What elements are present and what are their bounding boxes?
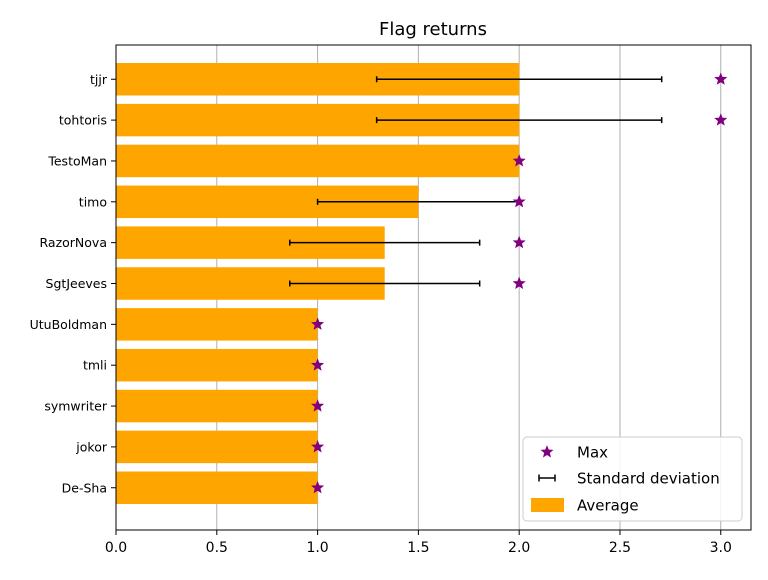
legend-box [522, 436, 743, 522]
y-tick-label: tmli [83, 358, 107, 373]
bar-De-Sha [116, 471, 318, 504]
y-tick-label: UtuBoldman [30, 317, 107, 332]
bar-symwriter [116, 389, 318, 423]
legend-label: Standard deviation [577, 470, 720, 488]
bar-UtuBoldman [116, 308, 318, 341]
plot-frame [115, 44, 752, 531]
legend-item: Max [540, 444, 608, 462]
legend-label: Max [577, 444, 608, 462]
x-tick-label: 0.0 [105, 540, 127, 556]
x-axis: 0.0 0.5 1.0 1.5 2.0 2.5 3.0 [105, 530, 732, 556]
x-tick-label: 0.5 [206, 540, 228, 556]
legend-label: Average [577, 497, 639, 515]
legend-patch-icon [531, 498, 564, 512]
max-marker-tjjr [714, 72, 728, 85]
legend-item: Standard deviation [538, 470, 720, 488]
x-tick-label: 1.5 [407, 540, 429, 556]
chart-title: Flag returns [379, 19, 487, 40]
y-tick-label: TestoMan [47, 153, 107, 168]
x-tick-label: 1.0 [306, 540, 328, 556]
x-tick-label: 3.0 [710, 540, 732, 556]
max-marker-tmli [311, 358, 325, 371]
max-marker-tohtoris [714, 113, 728, 126]
errorbar-RazorNova [289, 239, 481, 246]
legend: Max Standard deviation Average [522, 436, 743, 522]
y-tick-label: SgtJeeves [46, 276, 107, 291]
max-marker-RazorNova [512, 235, 526, 249]
x-tick-label: 2.5 [609, 540, 631, 556]
legend-star-icon [540, 445, 554, 458]
max-marker-symwriter [311, 399, 325, 412]
errorbar-tjjr [375, 76, 663, 83]
y-tick-label: tjjr [90, 72, 108, 87]
max-marker-SgtJeeves [512, 276, 526, 290]
markers-layer [311, 72, 728, 494]
errorbars-layer [289, 76, 663, 287]
legend-item: Average [531, 497, 639, 515]
errorbar-tohtoris [375, 117, 663, 124]
max-marker-timo [512, 194, 526, 208]
max-marker-De-Sha [311, 480, 325, 494]
bar-jokor [116, 430, 318, 464]
y-tick-label: RazorNova [40, 235, 107, 250]
max-marker-TestoMan [512, 154, 526, 167]
y-tick-label: timo [79, 194, 107, 209]
y-axis: tjjr tohtoris TestoMan timo RazorNova SgtJeev… [30, 72, 116, 495]
y-tick-label: De-Sha [62, 480, 107, 495]
max-marker-jokor [311, 440, 325, 453]
bar-tmli [116, 348, 318, 382]
errorbar-SgtJeeves [289, 280, 481, 287]
y-tick-label: symwriter [44, 399, 108, 414]
y-tick-label: jokor [75, 439, 108, 454]
max-marker-UtuBoldman [311, 317, 325, 330]
x-tick-label: 2.0 [508, 540, 530, 556]
y-tick-label: tohtoris [59, 113, 107, 128]
bar-TestoMan [116, 144, 520, 178]
